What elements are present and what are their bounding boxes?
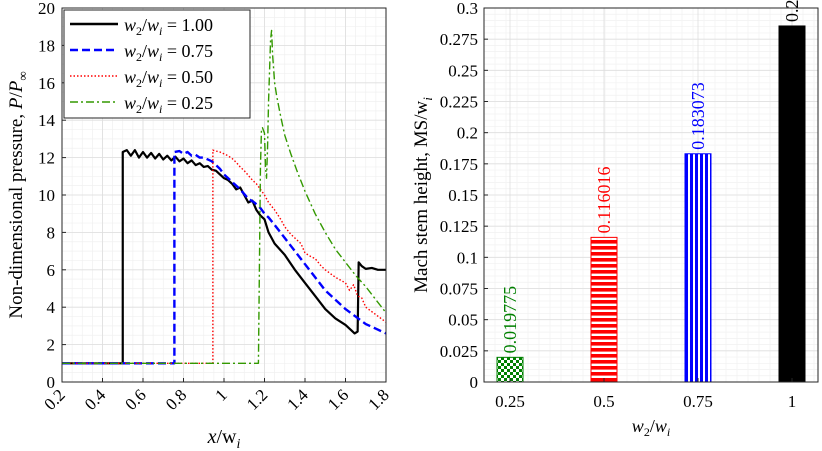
legend-box [63, 9, 251, 119]
x-tick-label: 1.8 [364, 385, 392, 413]
y-tick-label: 18 [38, 36, 55, 55]
y-tick-label: 0 [470, 373, 479, 392]
y-tick-label: 0.15 [448, 186, 478, 205]
y-tick-label: 20 [38, 0, 55, 18]
series-line-1 [62, 149, 386, 365]
y-tick-label: 6 [47, 261, 56, 280]
x-tick-label: 0.25 [495, 392, 525, 411]
legend-label-3: w2/wi = 0.50 [124, 67, 213, 90]
x-tick-label: 1.6 [324, 385, 352, 413]
right-xlabel: w2/wi [632, 416, 670, 439]
x-tick-label: 1 [788, 392, 797, 411]
left-ylabel: Non-dimensional pressure, P/P∞ [6, 71, 30, 318]
series-line-2 [62, 149, 386, 365]
x-tick-label: 0.6 [121, 385, 149, 413]
y-tick-label: 0.025 [440, 342, 478, 361]
bar-value-label: 0.116016 [594, 167, 614, 234]
y-tick-label: 0 [47, 373, 56, 392]
mach-stem-bar-chart: 0 0.025 0.05 0.075 0.1 0.125 0.15 0.175 0.2 0.225… [411, 0, 819, 439]
y-tick-label: 10 [38, 186, 55, 205]
y-tick-label: 0.2 [457, 124, 478, 143]
bar-value-label: 0.183073 [688, 82, 708, 150]
bar-0.5 [590, 236, 618, 383]
legend-entry-3: w2/wi = 0.50 [70, 67, 213, 90]
x-tick-label: 1 [211, 385, 230, 404]
legend-label-4: w2/wi = 0.25 [124, 93, 213, 116]
bar-value-label: 0.285582 [782, 0, 802, 22]
legend-label-2: w2/wi = 0.75 [124, 41, 213, 64]
left-lines [62, 29, 386, 365]
y-tick-label: 4 [47, 298, 56, 317]
x-tick-label: 1.4 [283, 385, 312, 414]
y-tick-label: 0.275 [440, 30, 478, 49]
bar-0.75 [684, 153, 712, 383]
y-tick-label: 14 [38, 111, 56, 130]
bar-value-label: 0.019775 [500, 286, 520, 354]
legend-label-1: w2/wi = 1.00 [124, 15, 213, 38]
pressure-line-chart: 0.2 0.4 0.6 0.8 1 1.2 1.4 1.6 1.8024681012141618… [6, 0, 393, 451]
y-tick-label: 0.25 [448, 61, 478, 80]
x-tick-label: 0.8 [162, 385, 190, 413]
y-tick-label: 0.175 [440, 155, 478, 174]
series-line-3 [62, 149, 386, 364]
legend-entry-1: w2/wi = 1.00 [70, 15, 213, 38]
y-tick-label: 0.075 [440, 280, 478, 299]
x-tick-label: 0.5 [593, 392, 614, 411]
right-data-labels: 0.019775 0.116016 0.183073 0.285582 [500, 0, 802, 353]
y-tick-label: 0.225 [440, 93, 478, 112]
y-tick-label: 8 [47, 223, 56, 242]
legend-entry-4: w2/wi = 0.25 [70, 93, 213, 116]
y-tick-label: 0.3 [457, 0, 478, 18]
bar-1 [778, 25, 806, 383]
right-tick-labels: 0 0.025 0.05 0.075 0.1 0.125 0.15 0.175 0.2 0.225… [440, 0, 797, 411]
left-xlabel: x/wi [207, 426, 241, 451]
bar-0.25 [496, 356, 524, 383]
legend: w2/wi = 1.00 w2/wi = 0.75 w2/wi = 0.50 w… [63, 9, 251, 119]
x-tick-label: 1.2 [243, 385, 271, 413]
x-tick-label: 0.4 [81, 385, 110, 414]
right-ylabel: Mach stem height, MS/wi [411, 97, 435, 293]
x-tick-label: 0.75 [683, 392, 713, 411]
series-line-4 [62, 29, 386, 364]
y-tick-label: 16 [38, 74, 55, 93]
y-tick-label: 2 [47, 336, 56, 355]
y-tick-label: 12 [38, 149, 55, 168]
y-tick-label: 0.05 [448, 311, 478, 330]
y-tick-label: 0.125 [440, 217, 478, 236]
right-grid [483, 7, 818, 383]
legend-entry-2: w2/wi = 0.75 [70, 41, 213, 64]
y-tick-label: 0.1 [457, 248, 478, 267]
